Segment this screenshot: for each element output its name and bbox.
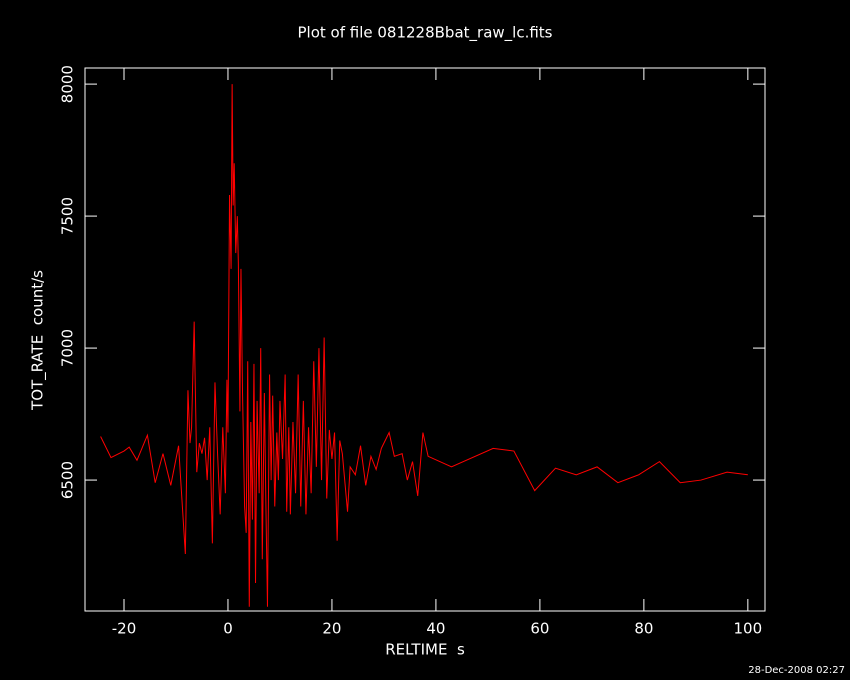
y-axis-label: TOT_RATE count/s bbox=[29, 270, 48, 411]
data-line bbox=[100, 84, 748, 607]
chart-title: Plot of file 081228Bbat_raw_lc.fits bbox=[298, 24, 553, 43]
footer: 28-Dec-2008 02:27 bbox=[748, 665, 845, 676]
y-tick-label: 6500 bbox=[59, 461, 77, 499]
x-axis-label: RELTIME s bbox=[385, 641, 465, 659]
x-tick-label: 60 bbox=[530, 620, 549, 638]
x-tick-label: -20 bbox=[112, 620, 137, 638]
x-tick-label: 80 bbox=[634, 620, 653, 638]
x-tick-label: 20 bbox=[322, 620, 341, 638]
y-tick-label: 7500 bbox=[59, 197, 77, 235]
x-tick-label: 0 bbox=[223, 620, 233, 638]
plot-frame bbox=[84, 67, 766, 612]
x-tick-label: 40 bbox=[426, 620, 445, 638]
y-tick-label: 8000 bbox=[59, 65, 77, 103]
y-tick-label: 7000 bbox=[59, 329, 77, 367]
x-tick-label: 100 bbox=[734, 620, 763, 638]
